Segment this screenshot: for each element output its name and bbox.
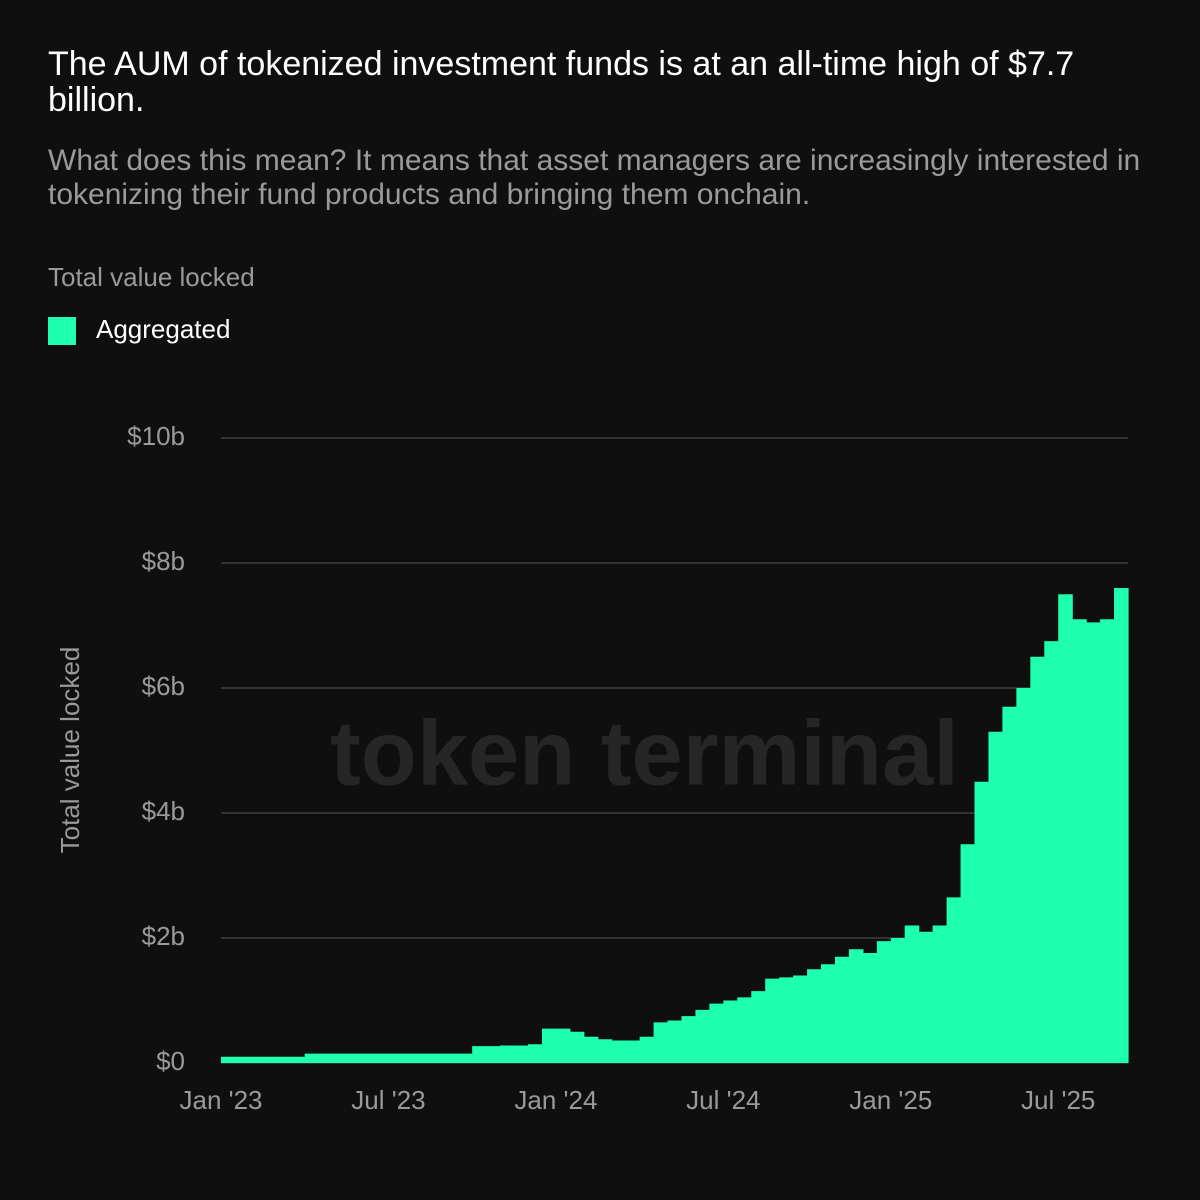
bar [1016, 688, 1031, 1063]
bar [946, 897, 962, 1063]
bar [723, 1000, 738, 1063]
bar [1002, 706, 1017, 1063]
bar [430, 1053, 445, 1063]
bar [876, 941, 892, 1063]
legend-swatch [48, 317, 76, 345]
bar [904, 925, 920, 1063]
bar [765, 978, 780, 1063]
legend-label: Aggregated [96, 314, 230, 344]
bar [541, 1028, 557, 1063]
title-box: The AUM of tokenized investment funds is… [48, 46, 1075, 119]
bar [751, 991, 766, 1063]
bar [304, 1053, 320, 1063]
bar [583, 1036, 599, 1063]
bar [374, 1053, 390, 1063]
bar [1058, 594, 1073, 1063]
bar [472, 1046, 487, 1063]
bar [221, 1056, 236, 1063]
x-tick-label: Jul '25 [1021, 1085, 1095, 1115]
bar [597, 1039, 613, 1063]
y-tick-label: $10b [127, 421, 185, 451]
chart-subtitle: What does this mean? It means that asset… [48, 144, 1141, 211]
bar [932, 925, 948, 1063]
bar [681, 1016, 697, 1063]
bar [346, 1053, 362, 1063]
x-tick-label: Jan '24 [514, 1085, 597, 1115]
bar [444, 1053, 459, 1063]
legend-title: Total value locked [48, 262, 255, 292]
bar [611, 1040, 627, 1063]
bar [779, 977, 794, 1063]
bar [416, 1053, 431, 1063]
bar [974, 781, 990, 1063]
bar [890, 938, 906, 1063]
y-tick-label: $0 [156, 1046, 185, 1076]
bar [234, 1056, 250, 1063]
y-tick-label: $6b [142, 671, 185, 701]
bar [500, 1045, 515, 1063]
bar [1044, 641, 1059, 1063]
bar [569, 1031, 585, 1063]
x-tick-label: Jan '23 [179, 1085, 262, 1115]
bar [807, 969, 822, 1063]
bar [290, 1056, 306, 1063]
bar [527, 1044, 543, 1063]
bar [332, 1053, 348, 1063]
y-tick-label: $8b [142, 546, 185, 576]
bar [458, 1053, 473, 1063]
y-tick-label: $4b [142, 796, 185, 826]
bar [388, 1053, 403, 1063]
y-axis-label: Total value locked [55, 647, 85, 854]
bar [1030, 656, 1045, 1063]
bar [248, 1056, 264, 1063]
bar [1100, 619, 1115, 1063]
bar [862, 953, 878, 1063]
bar [486, 1046, 501, 1063]
watermark: token terminal [330, 702, 959, 804]
bar [848, 949, 864, 1063]
subtitle-box: What does this mean? It means that asset… [48, 144, 1141, 211]
chart-title: The AUM of tokenized investment funds is… [48, 46, 1075, 119]
x-tick-label: Jul '24 [686, 1085, 760, 1115]
bar [834, 956, 850, 1063]
bar [988, 731, 1004, 1063]
bar [653, 1022, 669, 1063]
bar [1072, 619, 1087, 1063]
bar [639, 1036, 655, 1063]
bar [709, 1003, 724, 1063]
bar [625, 1040, 641, 1063]
bar [821, 964, 836, 1063]
y-tick-label: $2b [142, 921, 185, 951]
bar [276, 1056, 292, 1063]
x-tick-label: Jul '23 [351, 1085, 425, 1115]
bar [667, 1020, 683, 1063]
bar [514, 1045, 529, 1063]
bar [555, 1028, 571, 1063]
bar [402, 1053, 417, 1063]
bar [1086, 622, 1101, 1063]
bar [318, 1053, 334, 1063]
bar [737, 997, 752, 1063]
bar [1114, 588, 1129, 1063]
bar [262, 1056, 278, 1063]
bar [695, 1009, 710, 1063]
bar [793, 975, 808, 1063]
bar [918, 931, 934, 1063]
bar [960, 844, 976, 1063]
bar [360, 1053, 376, 1063]
x-tick-label: Jan '25 [849, 1085, 932, 1115]
